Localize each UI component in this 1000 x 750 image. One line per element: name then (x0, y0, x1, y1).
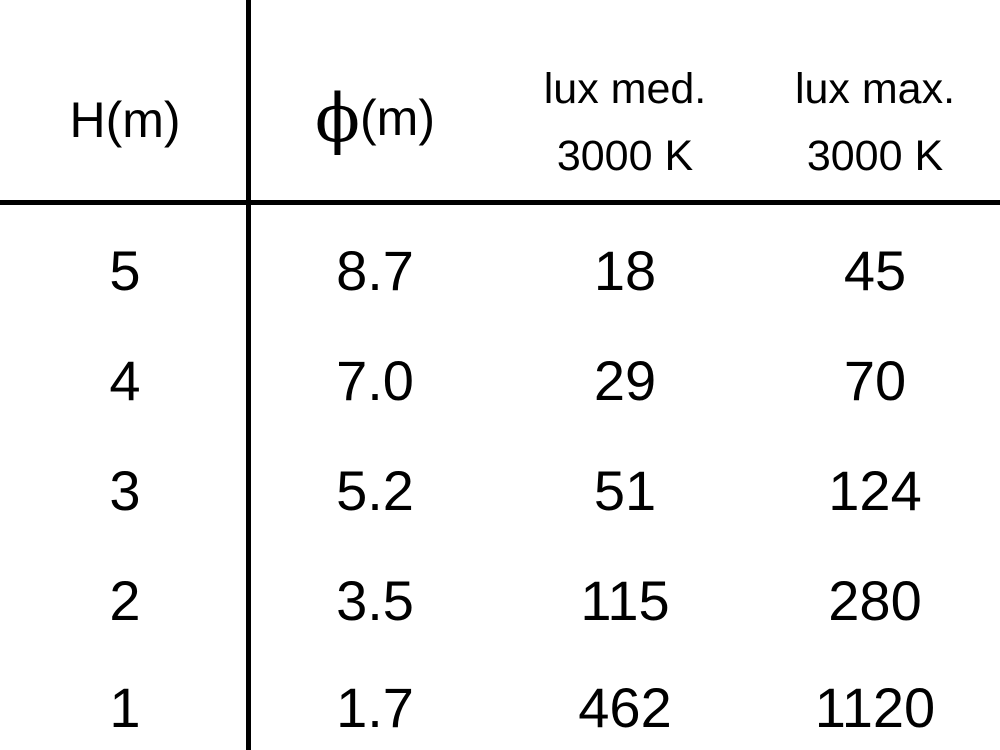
header-lux-max-line2: 3000 K (806, 132, 944, 180)
column-divider (246, 0, 251, 750)
header-divider (0, 200, 1000, 205)
table-cell-height: 2 (109, 569, 141, 632)
table-cell-lux-med: 115 (580, 569, 670, 632)
table-cell-diameter: 1.7 (336, 676, 414, 739)
table-cell-lux-max: 124 (828, 459, 922, 522)
table-cell-diameter: 7.0 (336, 349, 414, 412)
table-cell-lux-max: 45 (843, 239, 907, 302)
table-cell-lux-max: 70 (843, 349, 907, 412)
table-cell-height: 4 (109, 349, 141, 412)
header-diameter: ϕ(m) (250, 86, 500, 152)
header-lux-med-line1: lux med. (543, 65, 707, 113)
header-height: H(m) (69, 92, 181, 148)
header-lux-med-line2: 3000 K (556, 132, 694, 180)
table-cell-lux-max: 280 (828, 569, 922, 632)
phi-symbol: ϕ (315, 80, 361, 157)
table-cell-diameter: 3.5 (336, 569, 414, 632)
header-diameter-unit: (m) (360, 90, 435, 146)
header-lux-max-line1: lux max. (794, 65, 956, 113)
table-cell-lux-max: 1120 (814, 676, 936, 739)
table-cell-height: 5 (109, 239, 141, 302)
table-cell-lux-med: 462 (578, 676, 672, 739)
table-cell-lux-med: 29 (593, 349, 657, 412)
table-cell-height: 1 (109, 676, 141, 739)
table-cell-diameter: 8.7 (336, 239, 414, 302)
table-cell-diameter: 5.2 (336, 459, 414, 522)
table-cell-lux-med: 18 (593, 239, 657, 302)
table-cell-lux-med: 51 (593, 459, 657, 522)
table-cell-height: 3 (109, 459, 141, 522)
